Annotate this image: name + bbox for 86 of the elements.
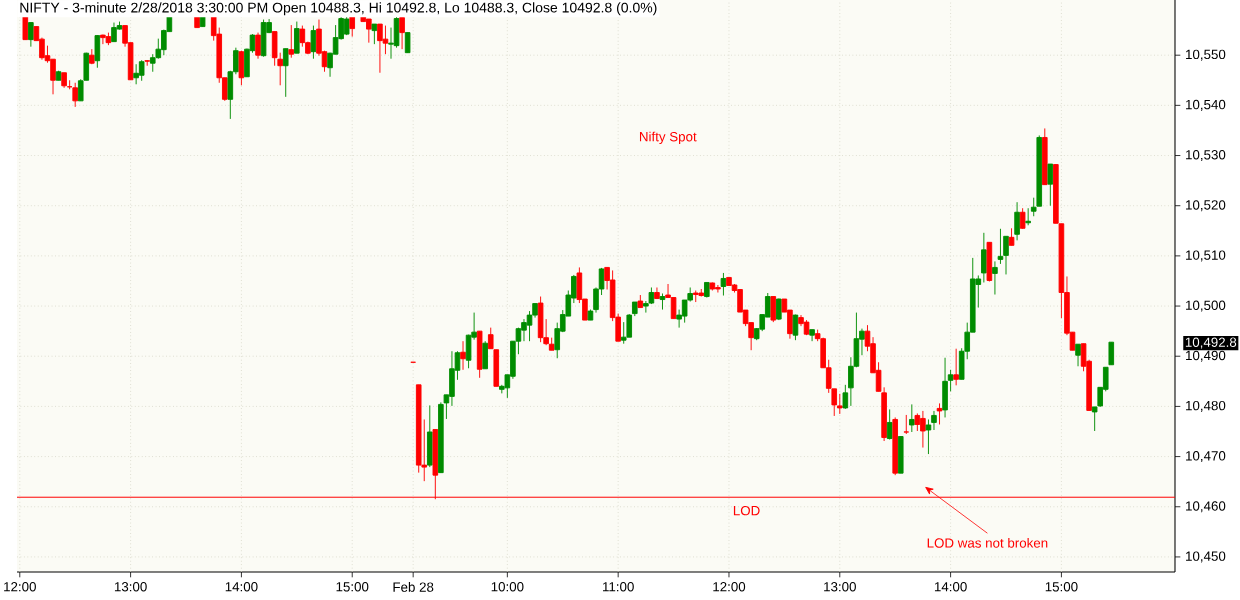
candlestick — [288, 24, 295, 59]
candlestick — [792, 314, 799, 341]
candlestick — [1008, 227, 1015, 246]
candlestick — [1003, 235, 1009, 275]
x-tick-label: 11:00 — [603, 582, 634, 592]
candlestick — [903, 414, 910, 435]
x-tick-label: 14:00 — [934, 582, 967, 592]
candlestick — [809, 329, 815, 342]
candlestick — [548, 337, 555, 351]
candlestick — [909, 403, 915, 433]
y-tick-label: 10,520 — [1186, 200, 1226, 212]
candlestick — [1047, 163, 1054, 207]
candlestick — [720, 272, 727, 296]
candlestick — [925, 418, 932, 455]
y-tick-label: 10,510 — [1186, 250, 1226, 262]
candlestick — [144, 59, 151, 67]
x-tick-label: 15:00 — [336, 582, 369, 592]
candlestick — [1108, 341, 1115, 366]
candlestick — [1014, 201, 1020, 241]
candlestick — [72, 82, 78, 108]
candlestick — [22, 15, 29, 41]
candlestick — [482, 340, 488, 370]
candlestick — [66, 79, 73, 90]
candlestick — [997, 228, 1004, 265]
candlestick — [981, 232, 987, 283]
x-tick-label: Feb 28 — [393, 582, 434, 592]
x-tick-label: 13:00 — [824, 582, 856, 592]
candlestick — [637, 294, 644, 309]
x-tick-label: 12:00 — [4, 582, 36, 592]
y-tick-label: 10,530 — [1186, 150, 1226, 162]
annotation: LOD was not broken — [927, 537, 1048, 548]
y-tick-label: 10,550 — [1186, 49, 1226, 61]
chart-title: NIFTY - 3-minute 2/28/2018 3:30:00 PM Open 10488.3, Hi 10492.8, Lo 10488.3, Close 10492.8 (0.0%) — [20, 2, 657, 16]
candlestick — [776, 298, 782, 321]
candlestick — [282, 48, 289, 98]
candlestick — [992, 260, 998, 295]
candlestick — [55, 70, 62, 81]
x-tick-label: 13:00 — [114, 582, 147, 592]
candlestick — [294, 21, 300, 54]
candlestick — [255, 32, 261, 60]
candlestick — [89, 48, 95, 65]
candlestick — [947, 369, 954, 392]
candlestick — [631, 301, 638, 317]
text: 10,492.8 — [1185, 337, 1237, 349]
candlestick — [1019, 207, 1026, 230]
y-tick-label: 10,460 — [1186, 501, 1226, 513]
candlestick — [238, 50, 245, 86]
candlestick — [704, 282, 710, 298]
candlestick — [1075, 343, 1081, 367]
candlestick — [587, 309, 594, 321]
candlestick — [886, 408, 893, 440]
y-tick-label: 10,480 — [1186, 400, 1226, 412]
candlestick — [953, 348, 959, 386]
candlestick — [61, 72, 67, 89]
candlestick — [371, 23, 378, 45]
candlestick — [404, 32, 411, 54]
x-tick-label: 15:00 — [1045, 582, 1078, 592]
candlestick — [310, 25, 317, 60]
candlestick — [476, 330, 483, 379]
ref-line-label: LOD — [733, 505, 760, 516]
annotation: Nifty Spot — [639, 131, 697, 145]
candlestick — [28, 22, 34, 48]
y-tick-label: 10,450 — [1186, 551, 1226, 563]
x-tick-label: 10:00 — [491, 582, 524, 592]
candlestick — [942, 357, 948, 418]
candlestick — [1041, 127, 1048, 186]
y-tick-label: 10,470 — [1186, 451, 1226, 463]
candlestick — [426, 404, 433, 468]
candlestick — [94, 34, 101, 69]
candlestick — [1025, 207, 1031, 226]
candlestick — [936, 402, 943, 425]
candlestick — [931, 410, 937, 431]
candlestick — [460, 340, 466, 371]
candlestick — [654, 287, 660, 300]
candlestick — [842, 384, 849, 410]
x-tick-label: 12:00 — [713, 582, 746, 592]
candlestick — [659, 293, 666, 311]
y-tick-label: 10,490 — [1186, 350, 1226, 362]
y-tick-label: 10,540 — [1186, 99, 1226, 111]
candlestick — [770, 296, 777, 323]
y-tick-label: 10,500 — [1186, 300, 1226, 312]
candlestick — [986, 241, 993, 282]
candlestick — [892, 416, 898, 476]
x-tick-label: 14:00 — [225, 582, 258, 592]
candlestick — [399, 15, 405, 50]
candlestick — [897, 436, 904, 474]
